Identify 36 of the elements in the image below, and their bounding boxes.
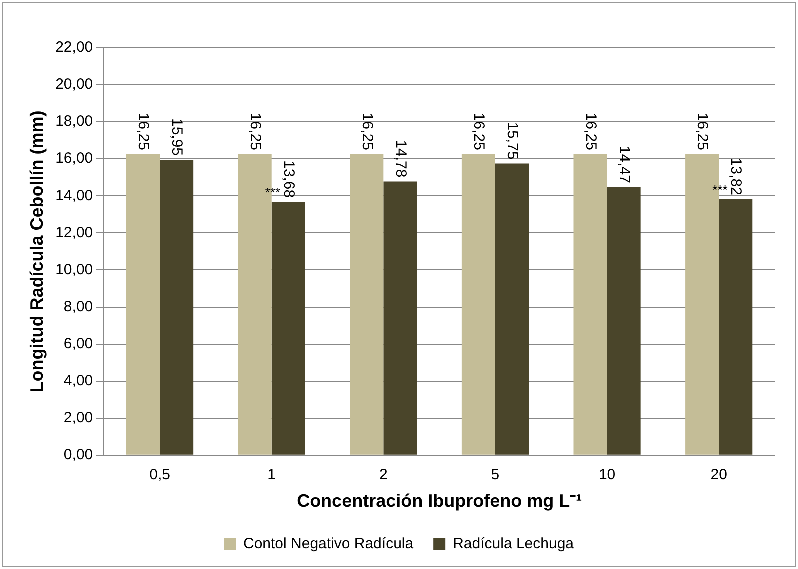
x-tick-label: 1 (268, 466, 276, 484)
data-label: 16,25 (582, 112, 600, 150)
data-label: 15,95 (168, 118, 186, 156)
x-tick-label: 5 (491, 466, 500, 484)
data-label: 15,75 (504, 122, 522, 160)
data-label: 14,78 (392, 140, 410, 178)
annotation: *** (712, 182, 728, 198)
data-label: 16,25 (246, 112, 264, 150)
data-label: 13,82 (728, 158, 745, 196)
x-axis-title: Concentración Ibuprofeno mg L⁻¹ (297, 491, 582, 512)
data-label: 14,47 (616, 146, 633, 184)
data-label: 16,25 (694, 112, 712, 150)
y-tick-label: 20,00 (56, 76, 94, 94)
legend-label: Contol Negativo Radícula (243, 536, 414, 553)
y-tick-label: 18,00 (56, 113, 94, 130)
y-tick-label: 12,00 (56, 224, 94, 242)
data-label: 16,25 (470, 112, 488, 150)
y-tick-label: 0,00 (64, 446, 94, 464)
data-label: 16,25 (358, 112, 376, 150)
x-tick-label: 10 (598, 466, 616, 484)
legend-label: Radícula Lechuga (453, 536, 575, 553)
data-label: 13,68 (280, 160, 298, 198)
y-tick-label: 10,00 (56, 261, 94, 278)
x-tick-label: 2 (379, 466, 388, 484)
x-tick-label: 0,5 (150, 466, 170, 484)
y-tick-label: 22,00 (56, 39, 94, 56)
annotation: *** (265, 185, 281, 200)
y-axis-title: Longitud Radícula Cebollín (mm) (26, 110, 47, 393)
y-tick-label: 4,00 (64, 372, 94, 390)
y-tick-label: 6,00 (64, 335, 94, 352)
x-tick-label: 20 (710, 466, 728, 484)
y-tick-label: 14,00 (56, 187, 94, 204)
y-tick-label: 2,00 (64, 410, 94, 427)
y-tick-label: 16,00 (56, 150, 94, 168)
data-label: 16,25 (135, 112, 152, 150)
y-tick-label: 8,00 (64, 298, 94, 316)
